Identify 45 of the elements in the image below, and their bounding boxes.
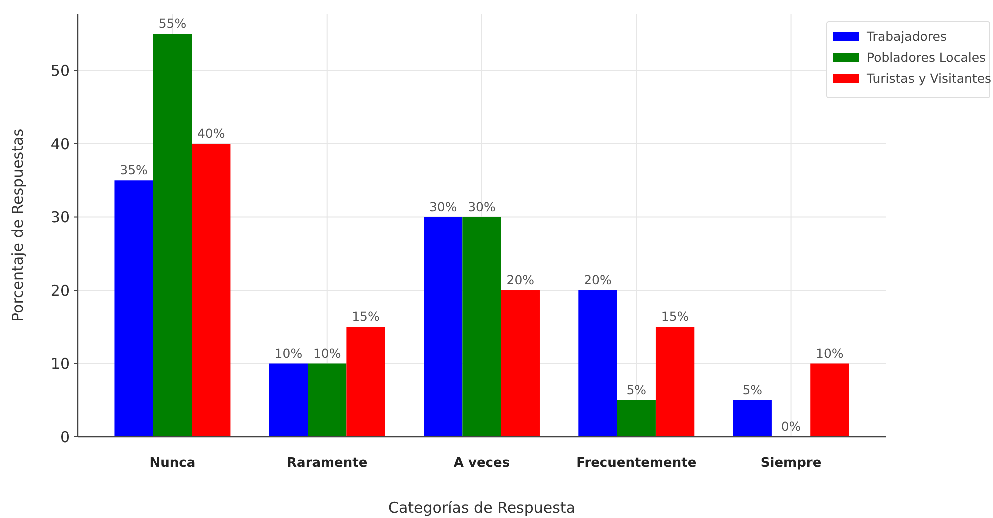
bar [114,180,154,437]
x-tick-label: Nunca [150,456,196,471]
bar [424,217,463,437]
legend-label: Trabajadores [866,29,947,44]
bar [192,144,231,437]
data-label: 30% [468,199,496,214]
data-label: 10% [816,346,844,361]
legend-label: Pobladores Locales [867,50,986,65]
legend-label: Turistas y Visitantes [866,71,992,86]
x-tick-label: Siempre [760,456,822,471]
data-label: 15% [352,309,380,324]
y-tick-label: 0 [60,428,70,446]
bar [308,364,347,437]
data-label: 40% [197,126,226,142]
data-label: 10% [313,346,342,361]
data-label: 10% [274,346,303,361]
y-axis-title: Porcentaje de Respuestas [9,128,27,322]
data-label: 30% [429,199,458,214]
x-axis-title: Categorías de Respuesta [388,499,576,517]
y-tick-label: 40 [50,135,70,154]
bar [501,290,540,437]
data-label: 35% [120,162,148,178]
x-tick-label: Frecuentemente [576,456,697,471]
data-label: 5% [742,382,763,398]
data-label: 55% [158,16,187,32]
bar [617,400,656,437]
y-tick-label: 10 [50,355,70,374]
data-label: 5% [626,382,647,398]
bar [578,290,618,437]
bar [346,327,386,437]
data-label: 20% [506,272,535,288]
y-tick-label: 50 [50,62,70,80]
bar [269,364,308,437]
x-tick-label: A veces [454,456,510,471]
data-label: 20% [584,272,612,288]
data-label: 0% [781,419,802,434]
y-tick-label: 30 [50,208,70,227]
bar [153,34,192,437]
bar [656,327,695,437]
data-label: 15% [661,309,690,324]
x-tick-label: Raramente [287,456,368,471]
bar [462,217,502,437]
y-tick-label: 20 [50,282,70,300]
bar [733,400,772,437]
bar [810,364,850,437]
